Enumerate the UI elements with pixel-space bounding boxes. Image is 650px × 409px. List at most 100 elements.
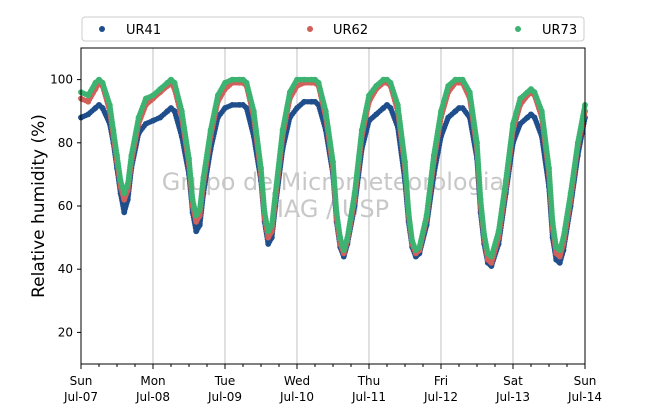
data-point — [344, 234, 351, 241]
data-point — [459, 76, 466, 83]
data-point — [517, 95, 524, 102]
data-point — [387, 105, 394, 111]
legend-marker — [515, 26, 521, 32]
data-point — [261, 209, 268, 216]
y-axis-label: Relative humidity (%) — [29, 114, 49, 298]
legend-item-ur62: UR62 — [307, 23, 368, 38]
x-tick-weekday: Tue — [214, 374, 236, 388]
data-point — [430, 152, 437, 159]
x-tick-weekday: Sun — [70, 374, 93, 388]
data-point — [546, 165, 552, 171]
data-point — [474, 139, 480, 146]
data-point — [196, 206, 203, 213]
data-point — [121, 190, 128, 197]
data-point — [337, 234, 344, 241]
data-point — [402, 158, 408, 165]
legend: UR41 UR62 UR73 — [81, 16, 585, 42]
data-point — [85, 98, 92, 105]
legend-marker — [307, 26, 313, 32]
data-point — [142, 95, 149, 102]
data-point — [150, 117, 156, 124]
data-point — [85, 92, 92, 99]
data-point — [124, 180, 131, 187]
data-point — [157, 86, 164, 92]
data-point — [265, 234, 272, 241]
x-tick-date: Jul-11 — [351, 390, 386, 404]
data-point — [268, 222, 275, 228]
data-point — [171, 108, 178, 115]
x-tick-weekday: Sun — [574, 374, 597, 388]
series-trace — [78, 76, 588, 260]
data-point — [193, 228, 200, 235]
x-tick-weekday: Wed — [284, 374, 310, 388]
data-point — [315, 79, 322, 86]
y-tick-label: 100 — [50, 73, 73, 87]
x-tick-date: Jul-08 — [135, 390, 170, 404]
data-point — [574, 139, 581, 146]
data-point — [373, 111, 380, 118]
data-point — [265, 228, 272, 235]
x-axis: Sun Jul-07 Mon Jul-08 Tue Jul-09 Wed Jul-10 Thu J… — [63, 364, 602, 404]
data-point — [373, 83, 380, 89]
data-point — [250, 108, 257, 115]
data-point — [488, 259, 495, 266]
legend-item-ur73: UR73 — [515, 23, 577, 38]
data-point — [207, 127, 214, 134]
data-point — [409, 237, 416, 244]
x-tick-weekday: Fri — [434, 374, 448, 388]
data-point — [405, 209, 412, 216]
data-point — [481, 231, 488, 238]
data-point — [110, 127, 117, 134]
data-point — [114, 152, 120, 159]
data-point — [272, 190, 279, 197]
legend-label: UR62 — [333, 23, 368, 38]
data-point — [258, 165, 264, 171]
y-tick-label: 80 — [58, 136, 73, 150]
data-series — [78, 76, 588, 269]
data-point — [294, 105, 300, 111]
data-point — [222, 105, 228, 111]
data-point — [286, 89, 293, 96]
x-tick-weekday: Sat — [503, 374, 523, 388]
series-ur73 — [78, 76, 588, 260]
data-point — [531, 114, 538, 121]
legend-label: UR41 — [126, 23, 161, 38]
data-point — [556, 247, 563, 254]
data-point — [189, 196, 196, 203]
y-axis: 20 40 60 80 100 — [50, 73, 81, 339]
data-point — [171, 79, 178, 86]
data-point — [117, 177, 124, 184]
data-point — [510, 120, 516, 127]
data-point — [351, 190, 358, 197]
data-point — [150, 92, 156, 99]
data-point — [560, 234, 567, 241]
x-tick-date: Jul-13 — [495, 390, 530, 404]
y-tick-label: 40 — [58, 262, 73, 276]
data-point — [193, 212, 200, 219]
data-point — [366, 92, 372, 99]
x-tick-weekday: Thu — [357, 374, 381, 388]
data-point — [128, 152, 135, 159]
data-point — [135, 114, 142, 121]
data-point — [488, 253, 495, 260]
data-point — [222, 79, 228, 86]
data-point — [99, 79, 106, 86]
data-point — [517, 120, 524, 127]
data-point — [556, 253, 563, 260]
data-point — [243, 105, 250, 111]
data-point — [142, 120, 149, 127]
x-tick-date: Jul-14 — [567, 390, 602, 404]
y-tick-label: 20 — [58, 325, 73, 339]
data-point — [340, 247, 347, 254]
data-point — [423, 212, 430, 219]
data-point — [85, 111, 92, 118]
x-tick-date: Jul-12 — [423, 390, 458, 404]
data-point — [358, 127, 365, 134]
y-tick-label: 60 — [58, 199, 73, 213]
legend-item-ur41: UR41 — [99, 23, 161, 38]
data-point — [333, 209, 340, 216]
data-point — [294, 76, 300, 83]
data-point — [301, 76, 308, 83]
data-point — [178, 108, 185, 115]
